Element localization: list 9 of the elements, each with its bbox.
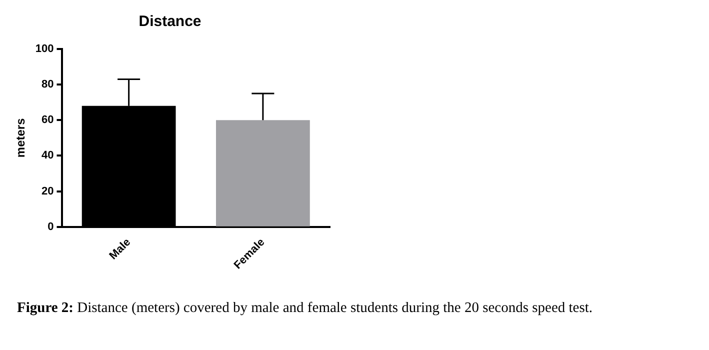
y-tick-label: 60 xyxy=(42,114,54,126)
caption: Figure 2: Distance (meters) covered by male and female students during the 20 seconds speed test. xyxy=(17,300,593,317)
y-tick-label: 0 xyxy=(48,220,54,233)
chart-title: Distance xyxy=(138,13,202,30)
y-tick-label: 40 xyxy=(42,150,54,162)
y-tick-label: 100 xyxy=(35,43,54,56)
y-axis-title: meters xyxy=(14,118,28,158)
y-tick-label: 20 xyxy=(42,185,54,198)
y-tick-label: 80 xyxy=(42,78,54,91)
